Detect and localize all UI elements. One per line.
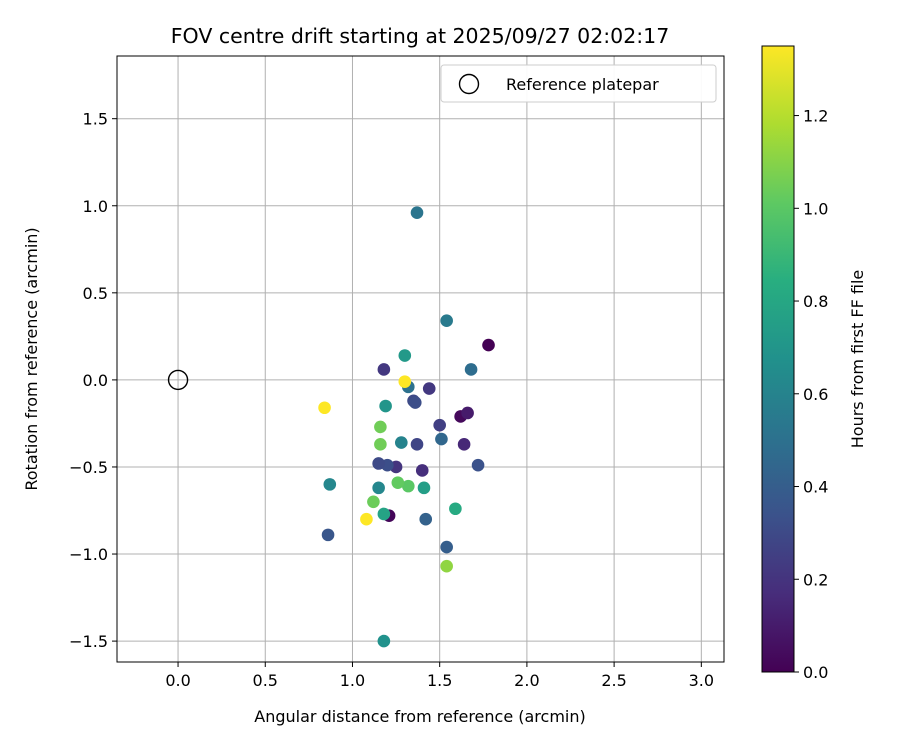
data-point: [391, 476, 405, 489]
x-ticks: 0.0 0.5 1.0 1.5 2.0 2.5 3.0: [165, 662, 714, 690]
y-tick-label: 1.5: [83, 110, 108, 129]
data-point: [433, 418, 446, 432]
colorbar-tick-label: 0.2: [803, 570, 828, 589]
reference-marker: [167, 369, 189, 391]
data-point: [464, 363, 478, 376]
data-point: [422, 382, 436, 395]
x-tick-label: 1.5: [427, 671, 452, 690]
x-tick-label: 2.5: [601, 671, 626, 690]
data-point: [471, 458, 485, 472]
data-point: [440, 314, 453, 327]
data-point: [360, 512, 373, 526]
y-tick-label: −0.5: [69, 458, 108, 477]
data-point: [461, 406, 474, 420]
data-point: [410, 206, 424, 220]
data-point: [372, 481, 385, 495]
data-point: [318, 401, 331, 415]
data-point: [410, 438, 424, 451]
legend-label: Reference platepar: [506, 75, 659, 94]
colorbar-tick-label: 0.6: [803, 385, 828, 404]
colorbar-tick-label: 0.0: [803, 663, 828, 682]
data-point: [457, 438, 471, 451]
plot-area: [117, 56, 724, 662]
reference-marker-group: [167, 369, 189, 391]
colorbar: 0.0 0.2 0.4 0.6 0.8 1.0 1.2 Hours from first F…: [761, 45, 867, 682]
x-tick-label: 1.0: [340, 671, 365, 690]
data-points: [318, 206, 495, 648]
data-point: [482, 338, 495, 352]
data-point: [377, 507, 391, 521]
x-tick-label: 0.5: [253, 671, 278, 690]
plot-frame: [116, 55, 725, 663]
y-tick-label: −1.5: [69, 632, 108, 651]
data-point: [377, 634, 391, 648]
y-axis-label: Rotation from reference (arcmin): [22, 227, 41, 490]
data-point: [321, 528, 335, 542]
data-point: [323, 478, 337, 491]
data-point: [401, 479, 415, 493]
colorbar-tick-label: 1.2: [803, 107, 828, 126]
colorbar-tick-label: 0.4: [803, 478, 828, 497]
x-tick-label: 0.0: [165, 671, 190, 690]
data-point: [440, 559, 453, 573]
data-point: [398, 349, 412, 362]
y-tick-label: 0.5: [83, 284, 108, 303]
data-point: [374, 438, 387, 451]
data-point: [408, 396, 422, 409]
data-point: [449, 502, 462, 516]
data-point: [367, 495, 380, 509]
colorbar-ticks: 0.0 0.2 0.4 0.6 0.8 1.0 1.2: [794, 107, 828, 682]
data-point: [415, 464, 429, 477]
legend: Reference platepar: [440, 64, 717, 103]
colorbar-label: Hours from first FF file: [848, 270, 867, 449]
x-tick-label: 2.0: [514, 671, 539, 690]
legend-reference-marker: [458, 73, 480, 95]
data-point: [398, 375, 412, 388]
colorbar-tick-label: 0.8: [803, 292, 828, 311]
data-point: [377, 363, 391, 376]
y-tick-label: 0.0: [83, 371, 108, 390]
data-point: [395, 436, 408, 449]
y-tick-label: −1.0: [69, 545, 108, 564]
data-point: [440, 540, 453, 554]
y-tick-label: 1.0: [83, 197, 108, 216]
chart-title: FOV centre drift starting at 2025/09/27 …: [171, 24, 670, 48]
legend-box: [440, 64, 717, 103]
data-point: [379, 399, 392, 413]
data-point: [374, 420, 387, 434]
colorbar-gradient: [761, 45, 795, 673]
data-point: [419, 512, 433, 526]
y-ticks: −1.5 −1.0 −0.5 0.0 0.5 1.0 1.5: [69, 110, 117, 651]
x-axis-label: Angular distance from reference (arcmin): [254, 707, 585, 726]
data-point: [417, 481, 431, 495]
x-tick-label: 3.0: [689, 671, 714, 690]
colorbar-tick-label: 1.0: [803, 199, 828, 218]
data-point: [372, 457, 385, 470]
data-point: [435, 432, 448, 446]
